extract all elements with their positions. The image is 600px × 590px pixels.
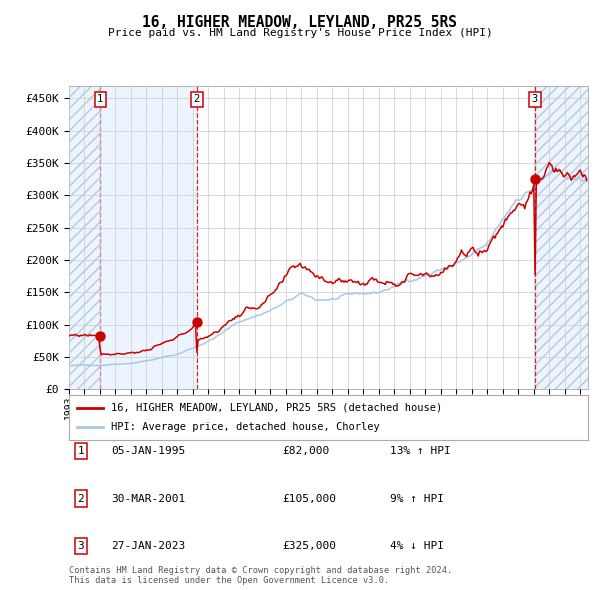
Text: Contains HM Land Registry data © Crown copyright and database right 2024.
This d: Contains HM Land Registry data © Crown c… (69, 566, 452, 585)
Text: £82,000: £82,000 (282, 447, 329, 456)
Text: 16, HIGHER MEADOW, LEYLAND, PR25 5RS: 16, HIGHER MEADOW, LEYLAND, PR25 5RS (143, 15, 458, 30)
Text: 27-JAN-2023: 27-JAN-2023 (111, 541, 185, 550)
Text: 16, HIGHER MEADOW, LEYLAND, PR25 5RS (detached house): 16, HIGHER MEADOW, LEYLAND, PR25 5RS (de… (110, 403, 442, 412)
Text: 1: 1 (77, 447, 85, 456)
Text: 4% ↓ HPI: 4% ↓ HPI (390, 541, 444, 550)
Text: 3: 3 (532, 94, 538, 104)
Text: 2: 2 (77, 494, 85, 503)
Text: HPI: Average price, detached house, Chorley: HPI: Average price, detached house, Chor… (110, 422, 379, 432)
Text: 3: 3 (77, 541, 85, 550)
Text: 9% ↑ HPI: 9% ↑ HPI (390, 494, 444, 503)
Bar (100, 86, 197, 389)
Text: £105,000: £105,000 (282, 494, 336, 503)
Text: 30-MAR-2001: 30-MAR-2001 (111, 494, 185, 503)
Bar (69, 86, 100, 389)
Text: 2: 2 (194, 94, 200, 104)
Bar (69, 86, 100, 389)
Text: Price paid vs. HM Land Registry's House Price Index (HPI): Price paid vs. HM Land Registry's House … (107, 28, 493, 38)
Text: £325,000: £325,000 (282, 541, 336, 550)
Text: 1: 1 (97, 94, 103, 104)
Text: 13% ↑ HPI: 13% ↑ HPI (390, 447, 451, 456)
Text: 05-JAN-1995: 05-JAN-1995 (111, 447, 185, 456)
Bar (535, 86, 588, 389)
Bar (535, 86, 588, 389)
